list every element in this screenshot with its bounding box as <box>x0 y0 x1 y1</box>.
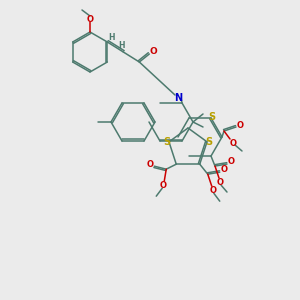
Text: S: S <box>164 137 170 147</box>
Text: O: O <box>86 14 94 23</box>
Text: O: O <box>209 186 216 195</box>
Text: O: O <box>220 165 227 174</box>
Text: O: O <box>217 178 224 187</box>
Text: O: O <box>236 121 244 130</box>
Text: S: S <box>208 112 216 122</box>
Text: O: O <box>227 157 235 166</box>
Text: O: O <box>149 46 157 56</box>
Text: O: O <box>147 160 154 169</box>
Text: N: N <box>174 93 182 103</box>
Text: S: S <box>206 137 213 147</box>
Text: H: H <box>108 32 115 41</box>
Text: H: H <box>118 41 124 50</box>
Text: O: O <box>160 181 167 190</box>
Text: O: O <box>230 139 236 148</box>
